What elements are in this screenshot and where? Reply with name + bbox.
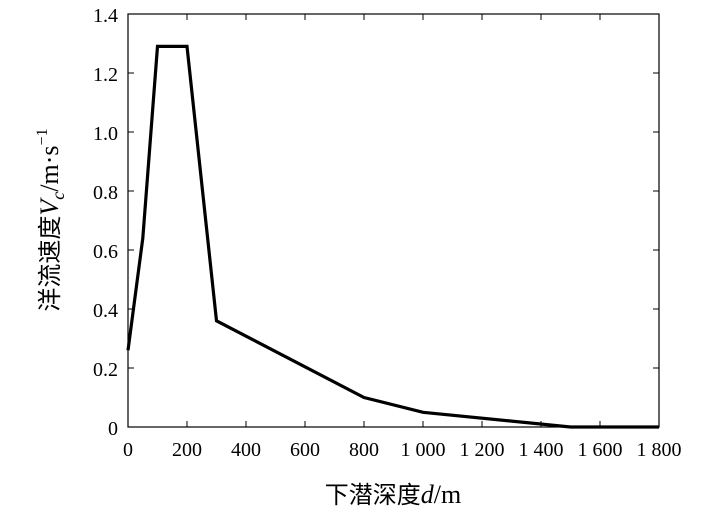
series-layer [126, 44, 659, 429]
y-tick-label: 0.4 [93, 300, 118, 322]
x-axis-label-unit: /m [434, 480, 461, 509]
x-tick-label: 1 800 [637, 439, 682, 461]
y-axis-label-unit: /m·s [35, 145, 64, 191]
series-line [126, 44, 659, 429]
x-axis-ticks: 0 200 400 600 800 1 000 1 200 1 400 1 600 1 800 [123, 14, 682, 461]
x-tick-label: 0 [123, 439, 133, 461]
plot-frame [127, 13, 660, 428]
x-tick-label: 1 000 [401, 439, 446, 461]
y-tick-label: 1.4 [93, 5, 118, 27]
y-axis-label-superscript: −1 [34, 128, 51, 145]
y-tick-label: 1.0 [93, 123, 118, 145]
x-axis-label: 下潜深度d/m [325, 480, 461, 509]
x-tick-label: 1 400 [519, 439, 564, 461]
y-axis-label: 洋流速度Vc/m·s−1 [34, 128, 68, 311]
y-tick-label: 1.2 [93, 64, 118, 86]
x-tick-label: 1 200 [460, 439, 505, 461]
x-axis-label-prefix: 下潜深度 [325, 481, 421, 509]
x-tick-label: 600 [290, 439, 320, 461]
y-axis-ticks: 0 0.2 0.4 0.6 0.8 1.0 1.2 1.4 [93, 5, 659, 440]
x-tick-label: 800 [349, 439, 379, 461]
y-axis-label-symbol: V [35, 197, 64, 216]
y-axis-label-prefix: 洋流速度 [36, 216, 64, 312]
y-tick-label: 0 [108, 418, 118, 440]
y-tick-label: 0.6 [93, 241, 118, 263]
x-tick-label: 400 [231, 439, 261, 461]
y-tick-label: 0.2 [93, 359, 118, 381]
y-axis-label-subscript: c [48, 192, 68, 200]
x-axis-label-symbol: d [421, 480, 435, 509]
x-tick-label: 1 600 [578, 439, 623, 461]
y-tick-label: 0.8 [93, 182, 118, 204]
x-tick-label: 200 [172, 439, 202, 461]
